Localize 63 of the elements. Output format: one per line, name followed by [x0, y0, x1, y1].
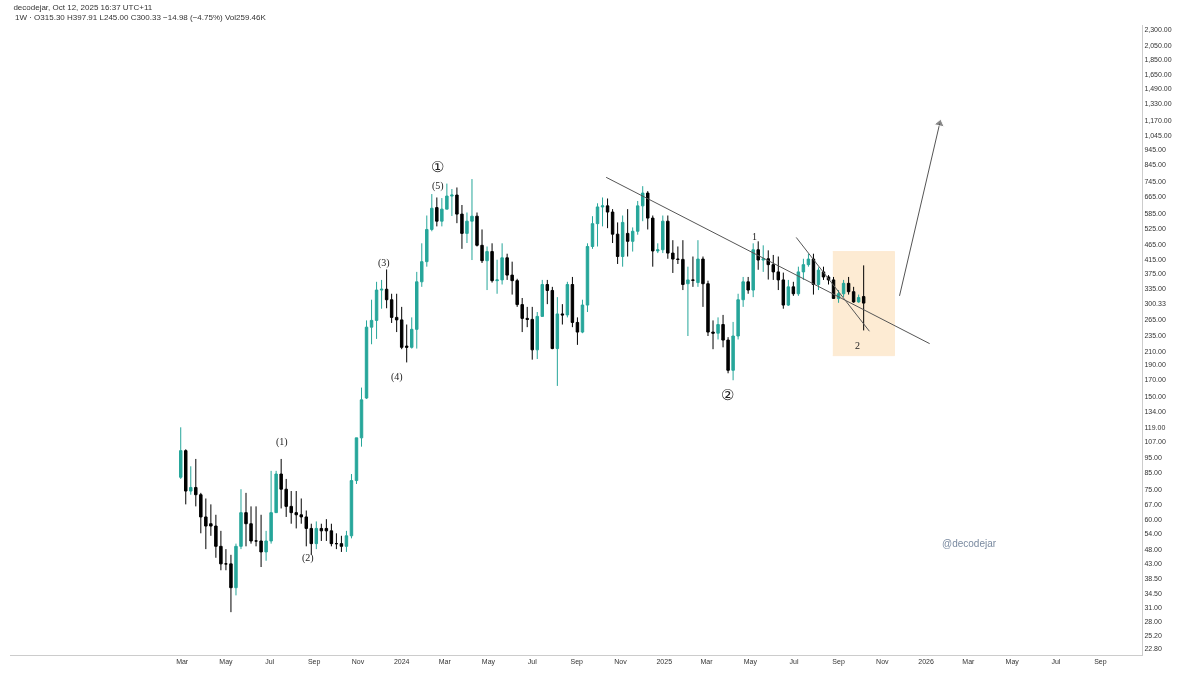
candlestick	[716, 316, 720, 340]
annotation: 1	[752, 231, 757, 242]
candlestick	[339, 535, 344, 553]
chart-subtitle: 1W · O315.30 H397.91 L245.00 C300.33 −14.98 (−4.75%) Vol259.46K	[15, 13, 267, 22]
candlestick	[435, 196, 439, 227]
candlestick	[334, 532, 339, 550]
candlestick	[615, 221, 620, 265]
annotation: (5)	[432, 180, 444, 192]
candlestick	[555, 296, 560, 387]
candlestick	[374, 281, 379, 340]
candlestick	[229, 554, 233, 613]
candlestick	[369, 299, 374, 345]
candlestick	[761, 244, 765, 273]
candlestick	[625, 208, 630, 258]
candlestick	[585, 242, 590, 313]
annotation: 2	[855, 340, 860, 351]
candlestick	[686, 266, 690, 337]
candlestick	[344, 530, 349, 553]
candlestick	[580, 299, 585, 334]
candlestick	[746, 276, 750, 295]
candlestick	[846, 276, 851, 296]
candlestick	[379, 279, 384, 310]
annotation: @decodejar	[942, 538, 997, 549]
annotation: (2)	[302, 552, 314, 564]
candlestick	[259, 514, 263, 568]
candlestick	[756, 240, 760, 271]
candlestick	[851, 286, 856, 304]
candlestick	[595, 202, 600, 247]
candlestick	[600, 196, 605, 227]
candlestick	[329, 523, 334, 547]
candlestick	[806, 253, 811, 268]
candlestick	[359, 387, 364, 448]
candlestick	[856, 294, 861, 304]
annotation: (1)	[276, 436, 288, 448]
candlestick	[691, 256, 695, 288]
candlestick	[816, 266, 821, 291]
annotation: (3)	[378, 257, 390, 269]
candlestick	[485, 245, 489, 291]
candlestick	[319, 523, 324, 542]
candlestick	[560, 303, 565, 326]
candlestick	[179, 426, 183, 480]
candlestick	[801, 258, 806, 281]
chart-title: decodejar, Oct 12, 2025 16:37 UTC+11	[13, 3, 153, 13]
annotation: (4)	[391, 371, 403, 383]
candlestick	[620, 215, 625, 268]
candlestick	[490, 242, 494, 284]
candlestick	[189, 465, 193, 496]
candlestick	[861, 264, 866, 331]
annotation: ①	[431, 159, 444, 175]
candlestick	[751, 242, 755, 298]
candlestick	[184, 448, 188, 505]
candlestick	[224, 548, 228, 571]
candlestick	[590, 215, 595, 250]
candlestick	[841, 279, 846, 298]
candlestick	[314, 520, 319, 550]
annotation: ②	[721, 387, 734, 403]
candlestick	[605, 197, 610, 229]
candlestick	[786, 279, 791, 307]
candlestick	[791, 281, 796, 297]
candlestick	[575, 316, 580, 346]
candlestick	[696, 239, 700, 288]
candlestick	[610, 208, 615, 244]
candlestick	[570, 276, 575, 328]
